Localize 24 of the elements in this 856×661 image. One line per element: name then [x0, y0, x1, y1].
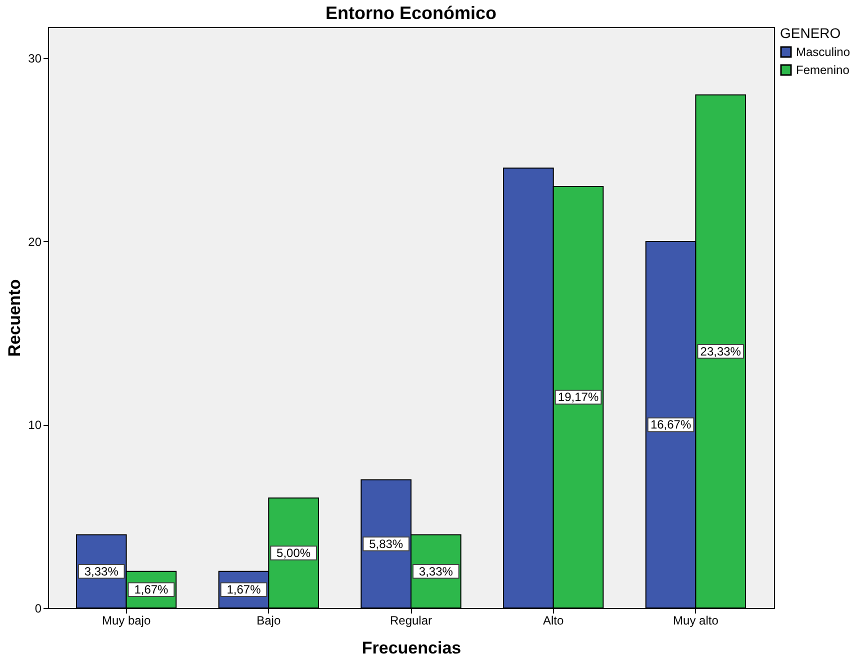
annotation: 3,33% — [418, 564, 454, 578]
y-tick-label: 30 — [28, 52, 42, 66]
annotation: 5,83% — [369, 536, 404, 551]
legend-label: Femenino — [796, 63, 850, 77]
x-tick-label: Bajo — [256, 614, 281, 628]
annotation: 19,17% — [558, 390, 599, 404]
y-tick-label: 10 — [28, 418, 42, 432]
x-tick-label: Muy alto — [673, 614, 719, 628]
annotation: 3,33% — [84, 564, 119, 578]
y-tick-label: 20 — [28, 234, 42, 249]
x-tick-label: Alto — [543, 614, 564, 628]
annotation: 1,67% — [134, 582, 169, 597]
chart-title: Entorno Económico — [326, 3, 497, 23]
x-axis-title: Frecuencias — [362, 638, 462, 658]
legend-title: GENERO — [780, 25, 841, 41]
legend-label: Masculino — [796, 45, 850, 59]
y-axis-title: Recuento — [5, 279, 24, 357]
x-tick-label: Regular — [390, 614, 432, 628]
annotation: 5,00% — [276, 546, 311, 560]
y-tick-label: 0 — [34, 602, 42, 616]
annotation: 23,33% — [700, 344, 742, 358]
x-tick-label: Muy bajo — [102, 614, 151, 628]
annotation: 16,67% — [650, 418, 692, 432]
annotation: 1,67% — [226, 582, 262, 597]
